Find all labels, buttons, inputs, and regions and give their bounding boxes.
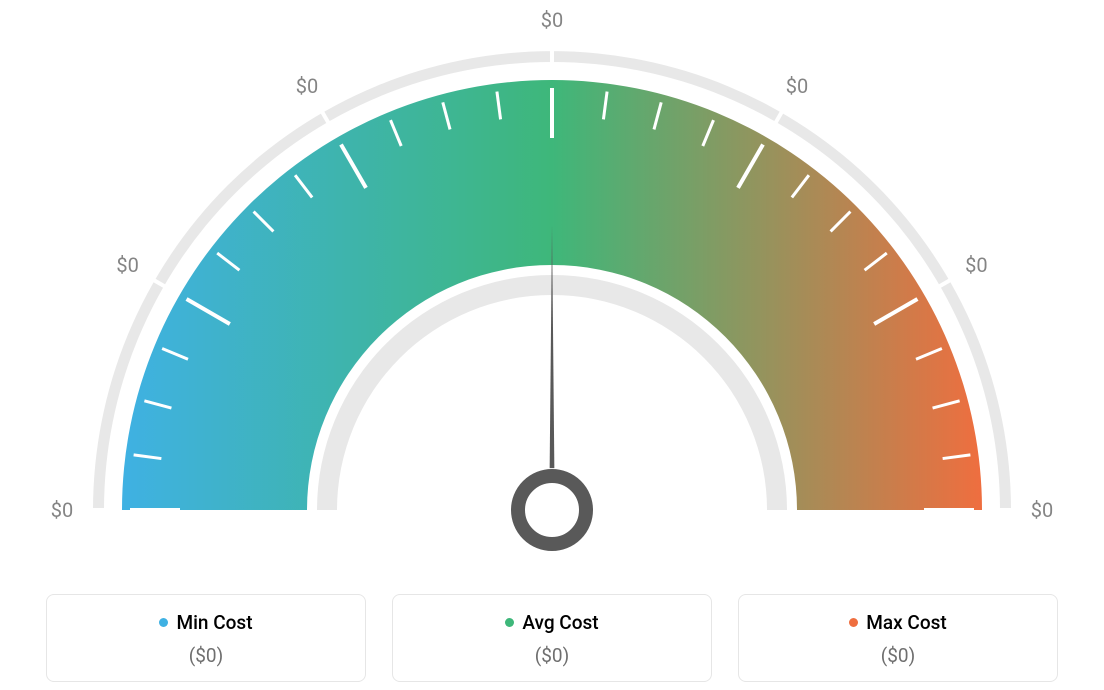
legend-label-text: Max Cost [866,611,946,634]
gauge-svg [40,0,1064,560]
tick-label: $0 [1031,498,1053,522]
dot-icon [505,618,514,627]
legend-label-text: Min Cost [176,611,252,634]
legend-label-max: Max Cost [849,611,946,634]
dot-icon [159,618,168,627]
dot-icon [849,618,858,627]
legend-value-avg: ($0) [403,644,701,667]
legend-label-text: Avg Cost [522,611,598,634]
legend-label-avg: Avg Cost [505,611,598,634]
legend-card-max: Max Cost ($0) [738,594,1058,682]
legend-card-avg: Avg Cost ($0) [392,594,712,682]
tick-label: $0 [296,74,318,98]
legend-label-min: Min Cost [159,611,252,634]
tick-label: $0 [116,253,138,277]
tick-label: $0 [541,8,563,32]
legend-row: Min Cost ($0) Avg Cost ($0) Max Cost ($0… [0,594,1104,682]
legend-card-min: Min Cost ($0) [46,594,366,682]
legend-value-min: ($0) [57,644,355,667]
tick-label: $0 [965,253,987,277]
tick-label: $0 [51,498,73,522]
gauge-container: $0 $0 $0 $0 $0 $0 $0 [40,0,1064,560]
tick-label: $0 [786,74,808,98]
legend-value-max: ($0) [749,644,1047,667]
gauge-needle-hub [518,476,586,544]
